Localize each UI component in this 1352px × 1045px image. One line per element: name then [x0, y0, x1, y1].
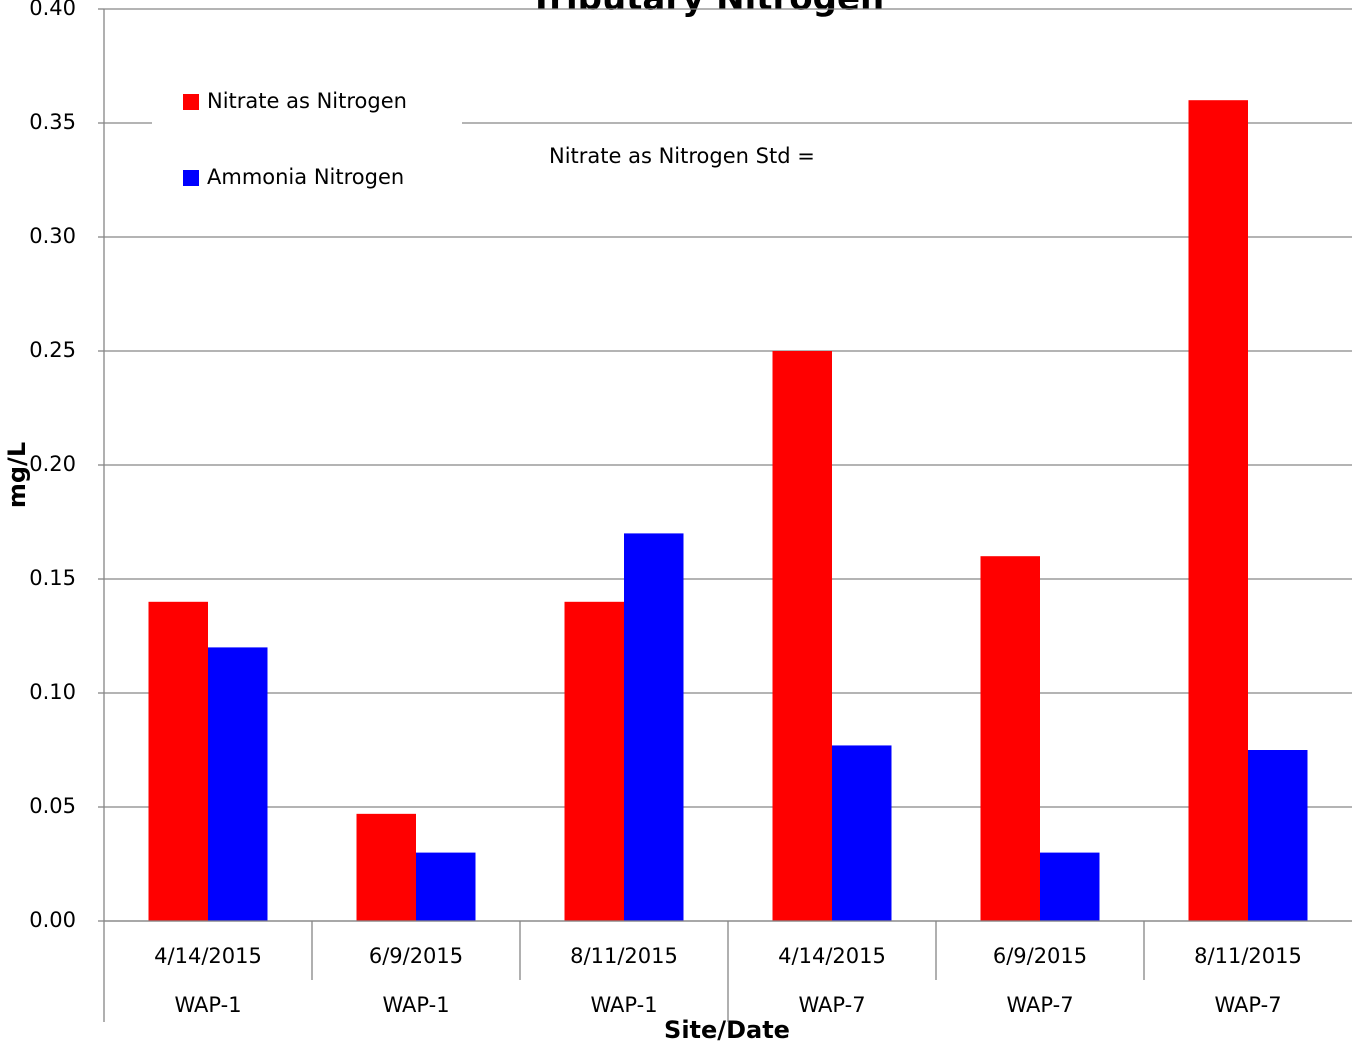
x-tick-label: 4/14/2015	[154, 944, 262, 968]
legend-label: Nitrate as Nitrogen	[207, 89, 407, 113]
site-label: WAP-7	[1214, 993, 1281, 1017]
y-tick-label: 0.30	[29, 224, 76, 248]
site-label: WAP-7	[798, 993, 865, 1017]
y-tick-label: 0.05	[29, 794, 76, 818]
x-axis-title: Site/Date	[664, 1016, 790, 1044]
site-label: WAP-1	[590, 993, 657, 1017]
y-axis-title: mg/L	[3, 442, 31, 508]
legend-label: Ammonia Nitrogen	[207, 165, 404, 189]
bar	[980, 556, 1040, 921]
bar	[624, 533, 684, 921]
bar	[148, 601, 208, 921]
y-tick-label: 0.10	[29, 680, 76, 704]
legend-swatch	[183, 94, 199, 110]
bar	[564, 601, 624, 921]
x-tick-label: 8/11/2015	[1194, 944, 1302, 968]
annotation: Nitrate as Nitrogen Std =	[549, 144, 815, 168]
y-tick-label: 0.20	[29, 452, 76, 476]
bar	[356, 813, 416, 921]
bar	[772, 351, 832, 921]
x-tick-label: 6/9/2015	[993, 944, 1087, 968]
y-tick-label: 0.15	[29, 566, 76, 590]
site-label: WAP-1	[174, 993, 241, 1017]
y-tick-label: 0.25	[29, 338, 76, 362]
y-tick-label: 0.00	[29, 908, 76, 932]
legend-swatch	[183, 170, 199, 186]
bar	[1188, 100, 1248, 921]
bar	[208, 647, 268, 921]
site-label: WAP-1	[382, 993, 449, 1017]
bar	[1040, 852, 1100, 921]
y-tick-label: 0.35	[29, 110, 76, 134]
x-tick-label: 6/9/2015	[369, 944, 463, 968]
y-tick-label: 0.40	[29, 0, 76, 20]
site-label: WAP-7	[1006, 993, 1073, 1017]
legend-box	[152, 76, 462, 206]
bar	[416, 852, 476, 921]
bar	[1248, 750, 1308, 921]
x-tick-label: 8/11/2015	[570, 944, 678, 968]
bar	[832, 745, 892, 921]
x-tick-label: 4/14/2015	[778, 944, 886, 968]
